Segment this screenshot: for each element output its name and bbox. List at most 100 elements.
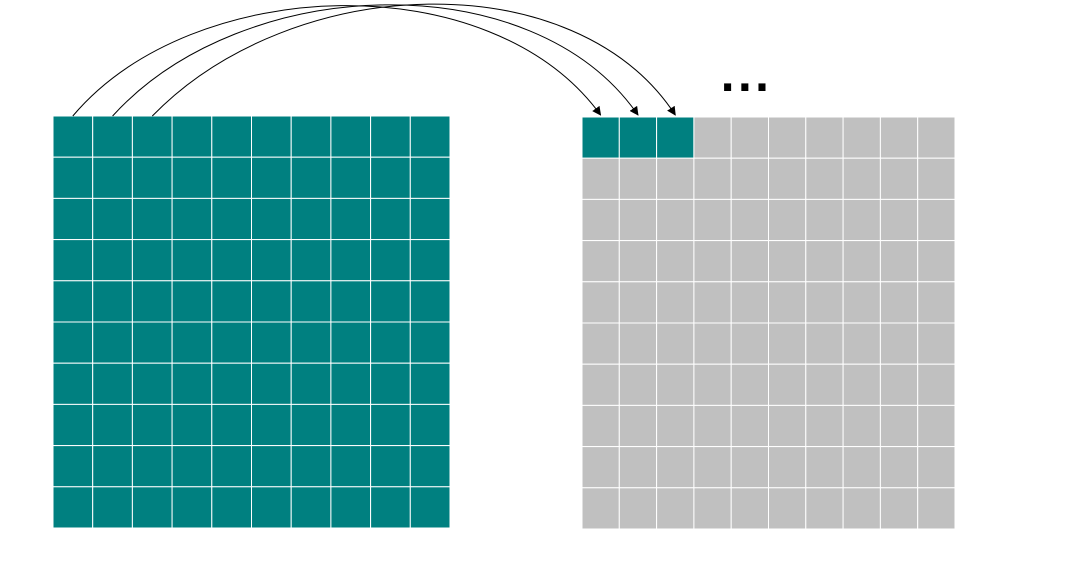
target-grid-cell [768,322,807,365]
target-grid-cell [581,404,620,448]
target-grid-cell [618,281,658,324]
source-grid-cell [52,445,94,488]
source-grid-cell [370,239,411,282]
source-grid-cell [92,362,133,405]
source-grid-cell [171,403,213,447]
source-grid-cell [131,197,173,241]
source-grid-cell [330,156,372,199]
source-grid-cell [330,403,372,447]
target-grid-cell [768,363,807,406]
source-grid-cell [131,321,173,364]
target-grid-cell [730,322,770,365]
source-grid-cell [171,362,213,405]
source-grid-cell [171,197,213,241]
target-grid-cell [693,157,732,200]
target-grid-cell [842,322,881,365]
target-grid-cell [879,157,919,200]
source-grid-cell [290,321,332,364]
source-grid-cell [290,239,332,282]
source-grid-cell [409,321,451,364]
source-grid-cell [409,156,451,199]
target-grid-cell [693,281,732,324]
source-grid-cell [171,445,213,488]
source-grid-cell [92,197,133,241]
source-grid-cell [290,486,332,529]
target-grid-cell [805,322,844,365]
source-grid-cell [409,362,451,405]
source-grid-cell [251,321,292,364]
target-grid-cell [730,116,770,159]
target-grid-cell [581,198,620,242]
source-grid-cell [92,403,133,447]
source-grid-cell [92,445,133,488]
source-grid-cell [171,156,213,199]
target-grid-cell [917,363,956,406]
source-grid-cell [370,197,411,241]
target-grid-cell [805,198,844,242]
target-grid-cell [768,281,807,324]
target-grid-cell [581,240,620,283]
source-grid-cell [290,362,332,405]
target-grid-cell [805,116,844,159]
source-grid-cell [211,239,253,282]
source-grid-cell [92,280,133,323]
target-grid-cell [730,404,770,448]
target-grid-cell [917,198,956,242]
target-grid-cell [730,487,770,530]
target-grid-cell [656,446,695,489]
target-grid-cell [879,404,919,448]
target-grid-cell [768,198,807,242]
source-grid-cell [370,280,411,323]
source-grid-cell [330,197,372,241]
target-grid-cell [768,446,807,489]
source-grid-cell [52,362,94,405]
source-grid-cell [131,239,173,282]
source-grid-cell [409,445,451,488]
source-grid-cell [92,156,133,199]
source-grid-cell [330,280,372,323]
source-grid-cell [409,280,451,323]
source-grid-cell [409,239,451,282]
target-grid [581,116,956,530]
source-grid-cell [131,445,173,488]
target-grid-cell [656,322,695,365]
target-grid-cell [879,363,919,406]
source-grid-cell [251,280,292,323]
source-grid-cell [92,486,133,529]
source-grid-cell [171,486,213,529]
target-grid-cell [768,404,807,448]
source-grid-cell [251,403,292,447]
source-grid-cell [370,486,411,529]
source-grid-cell [92,321,133,364]
source-grid-cell [131,362,173,405]
target-grid-cell [805,240,844,283]
source-grid-cell [370,403,411,447]
target-grid-cell [693,404,732,448]
target-grid-cell [842,404,881,448]
source-grid-cell [52,280,94,323]
source-grid-cell [52,403,94,447]
source-grid-cell [251,115,292,158]
source-grid-cell [251,239,292,282]
copy-arrows [72,3,676,117]
target-grid-cell [618,446,658,489]
source-grid-cell [211,115,253,158]
source-grid-cell [52,239,94,282]
source-grid-cell [52,321,94,364]
target-grid-cell [842,198,881,242]
source-grid-cell [52,486,94,529]
target-grid-cell [693,446,732,489]
source-grid-cell [211,486,253,529]
source-grid-cell [370,156,411,199]
copy-arrow [72,5,602,117]
source-grid-cell [409,197,451,241]
target-grid-cell [618,404,658,448]
target-grid-cell [693,240,732,283]
target-grid-cell [656,116,695,159]
target-grid-cell [730,157,770,200]
source-grid-cell [290,197,332,241]
target-grid-cell [618,363,658,406]
source-grid-cell [131,115,173,158]
target-grid-cell [917,240,956,283]
